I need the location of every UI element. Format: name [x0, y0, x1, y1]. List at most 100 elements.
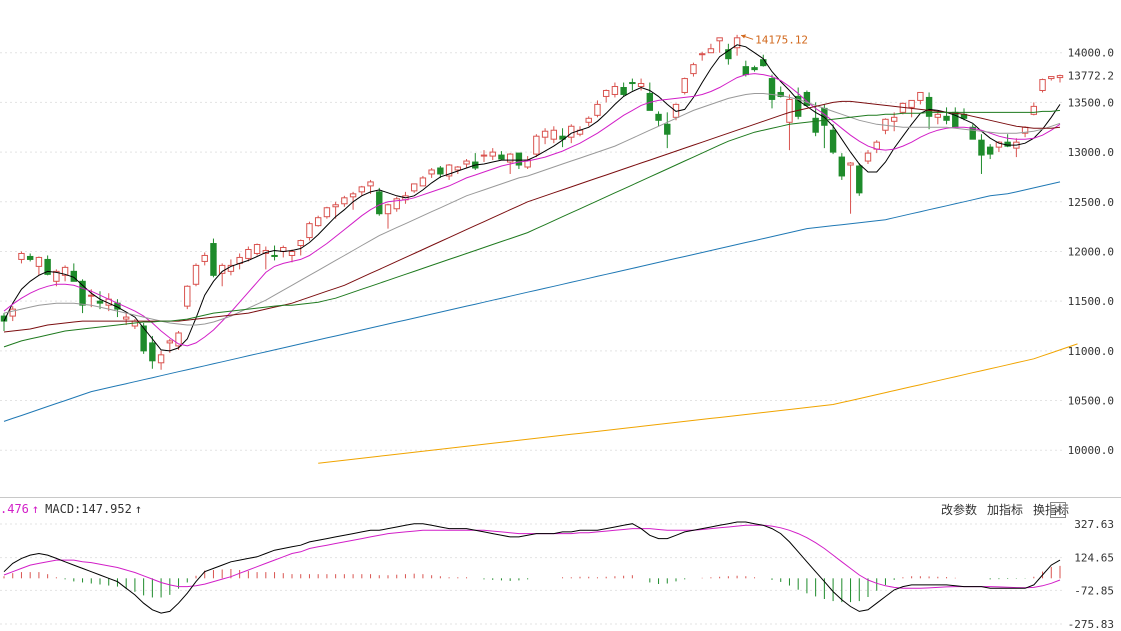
- candle: [149, 335, 156, 369]
- candle-up-body: [890, 116, 898, 122]
- candle: [297, 239, 304, 256]
- price-tick-label: 12000.0: [1068, 245, 1114, 258]
- candle: [864, 150, 872, 165]
- candle: [882, 118, 889, 135]
- candle-up-body: [594, 103, 601, 116]
- candle-down-body: [794, 95, 802, 117]
- candle-down-body: [620, 87, 627, 95]
- macd-tick-label: 124.65: [1074, 552, 1114, 565]
- candle-up-body: [637, 83, 645, 88]
- candle-down-body: [376, 191, 383, 215]
- candle-down-body: [725, 49, 732, 60]
- macd-tick-label: -72.85: [1074, 584, 1114, 597]
- candle-down-body: [856, 165, 863, 194]
- candle: [79, 279, 86, 314]
- candle: [856, 163, 863, 196]
- candle: [1030, 102, 1038, 116]
- candle: [184, 285, 191, 310]
- candle-down-body: [44, 258, 51, 275]
- candle-up-body: [602, 89, 610, 97]
- candle: [349, 191, 357, 210]
- candle: [873, 140, 880, 154]
- candle: [472, 153, 479, 170]
- candle-down-body: [925, 96, 933, 117]
- candle: [44, 255, 51, 276]
- candle-up-body: [550, 129, 558, 140]
- candle-down-body: [140, 325, 147, 352]
- candle-up-body: [349, 193, 357, 198]
- candle-up-body: [733, 37, 741, 49]
- dif-up-arrow-icon: ↑: [31, 502, 40, 516]
- candle: [664, 112, 671, 149]
- candle-up-body: [864, 152, 872, 162]
- candle-up-body: [166, 340, 174, 344]
- price-axis: 14000.0 13500.0 13000.0 12500.0 12000.0 11500…: [1068, 47, 1114, 458]
- candle-up-body: [489, 151, 496, 157]
- ma10-line: [3, 73, 1061, 347]
- candle-up-body: [201, 254, 208, 262]
- candle-down-body: [986, 146, 994, 155]
- close-indicator-icon[interactable]: ×: [1050, 502, 1066, 518]
- candle: [253, 243, 261, 256]
- macd-tick-label: -275.83: [1068, 618, 1114, 630]
- candle: [332, 201, 339, 219]
- candle: [306, 221, 313, 241]
- candle: [218, 263, 226, 287]
- candlestick-chart[interactable]: 14000.0 13500.0 13000.0 12500.0 12000.0 11500…: [0, 0, 1121, 497]
- candle: [986, 144, 994, 160]
- add-indicator-button[interactable]: 加指标: [986, 503, 1023, 517]
- candle-up-body: [184, 285, 191, 307]
- candle-up-body: [384, 204, 392, 215]
- candle: [821, 104, 828, 149]
- edit-params-button[interactable]: 改参数: [940, 503, 977, 517]
- candle: [1039, 78, 1046, 93]
- price-tick-label: 10500.0: [1068, 395, 1114, 408]
- candle-up-body: [122, 316, 130, 320]
- candle: [533, 134, 540, 158]
- candle-up-body: [175, 332, 182, 347]
- main-grid: [0, 52, 1062, 451]
- candle-down-body: [943, 115, 950, 121]
- candle: [358, 185, 366, 196]
- candle-up-body: [61, 266, 69, 276]
- candle-up-body: [611, 86, 619, 95]
- candle: [35, 256, 43, 276]
- high-price-annotation: 14175.12: [755, 33, 808, 46]
- candle-up-body: [393, 198, 400, 210]
- candle: [445, 164, 453, 180]
- panel-divider: [0, 497, 1121, 498]
- candle: [201, 252, 208, 266]
- candle: [314, 215, 322, 227]
- price-tick-label: 14000.0: [1068, 47, 1114, 60]
- annotation-arrow-icon: [741, 34, 747, 39]
- candle: [122, 313, 130, 326]
- candle-up-body: [358, 186, 366, 193]
- candle-down-body: [978, 139, 985, 156]
- candle: [550, 126, 558, 144]
- candle-up-body: [53, 270, 60, 282]
- candle-up-body: [1030, 105, 1038, 115]
- candle-down-body: [829, 129, 837, 153]
- candle-up-body: [698, 53, 706, 56]
- candle: [847, 162, 854, 214]
- candle: [629, 78, 636, 91]
- candle-up-body: [288, 250, 296, 256]
- candle: [192, 263, 200, 287]
- macd-chart[interactable]: 327.63 124.65 -72.85 -275.83: [0, 520, 1121, 630]
- candle-up-body: [157, 354, 165, 364]
- ma250-line: [318, 343, 1078, 464]
- candle: [0, 313, 8, 331]
- dea-line: [3, 524, 1061, 589]
- candles[interactable]: [0, 34, 1064, 370]
- candle-up-body: [445, 164, 453, 177]
- candle: [515, 152, 523, 169]
- candle-up-body: [480, 154, 488, 157]
- candle-up-body: [707, 48, 715, 54]
- price-tick-label: 12500.0: [1068, 196, 1114, 209]
- candle-up-body: [88, 294, 95, 297]
- candle: [602, 89, 610, 103]
- candle-down-body: [838, 156, 846, 177]
- candle-up-body: [367, 181, 374, 187]
- candle-up-body: [786, 98, 793, 123]
